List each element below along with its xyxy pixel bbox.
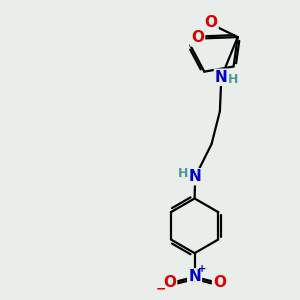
Text: H: H [227,73,238,86]
Text: +: + [198,264,206,274]
Text: H: H [178,167,188,180]
Text: −: − [155,282,166,295]
Text: O: O [163,275,176,290]
Text: O: O [205,15,218,30]
Text: O: O [191,31,204,46]
Text: N: N [189,169,202,184]
Text: N: N [188,269,201,284]
Text: O: O [213,275,226,290]
Text: N: N [215,70,228,85]
